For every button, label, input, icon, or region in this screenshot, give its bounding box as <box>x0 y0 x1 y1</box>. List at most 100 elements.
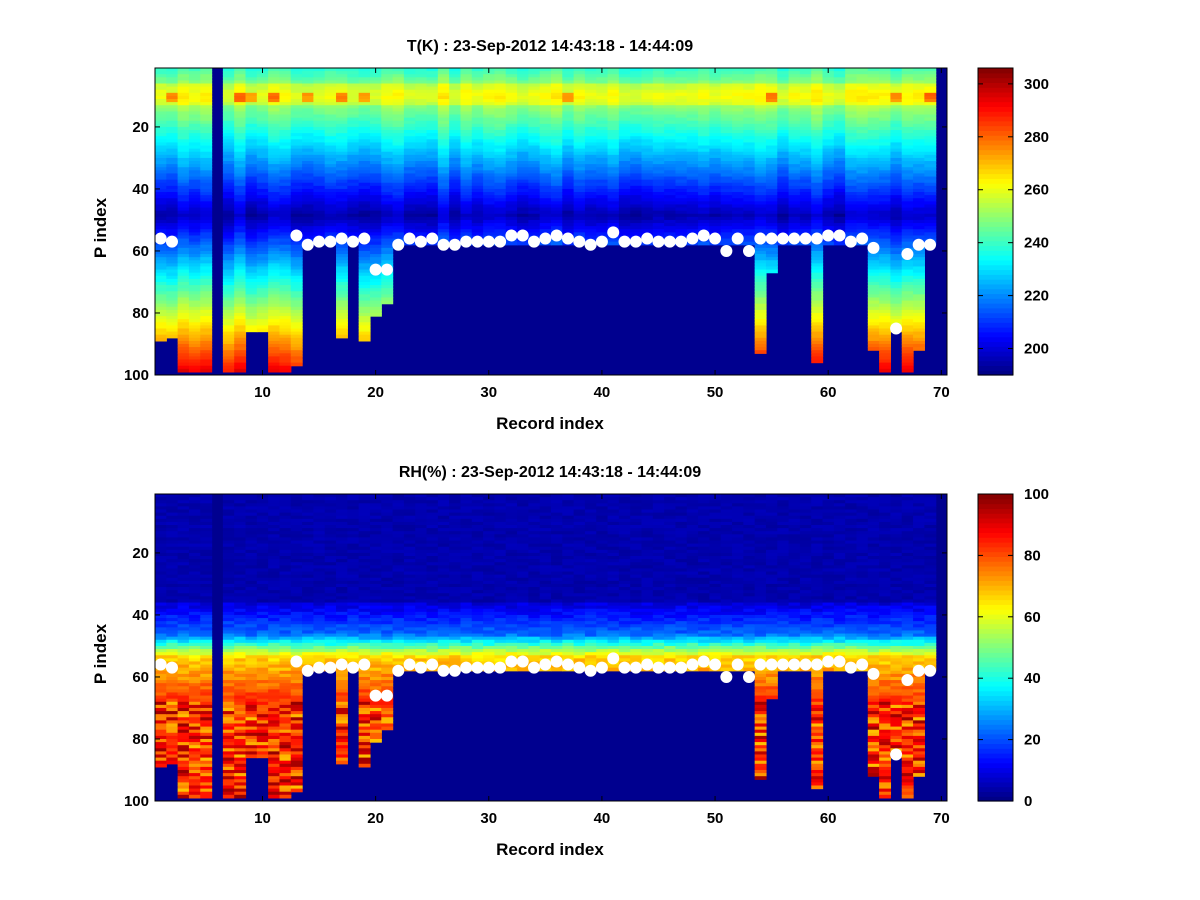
heatmap-cell <box>256 161 269 165</box>
heatmap-cell <box>584 204 597 209</box>
heatmap-cell <box>596 99 609 103</box>
heatmap-cell <box>426 130 439 134</box>
heatmap-cell <box>765 77 778 81</box>
heatmap-cell <box>483 210 496 215</box>
heatmap-cell <box>302 126 314 131</box>
heatmap-cell <box>155 763 167 768</box>
marker-point <box>290 229 303 242</box>
heatmap-cell <box>720 201 733 206</box>
heatmap-cell <box>279 71 292 75</box>
heatmap-cell <box>596 80 609 85</box>
heatmap-cell <box>607 198 620 202</box>
heatmap-cell <box>279 325 292 330</box>
heatmap-cell <box>867 288 880 292</box>
heatmap-cell <box>777 145 790 150</box>
heatmap-cell <box>415 117 428 122</box>
heatmap-cell <box>777 157 790 162</box>
heatmap-cell <box>754 108 767 113</box>
heatmap-cell <box>720 139 733 144</box>
heatmap-cell <box>573 86 586 91</box>
heatmap-cell <box>539 201 552 206</box>
heatmap-cell <box>449 161 462 165</box>
heatmap-cell <box>256 192 269 196</box>
heatmap-cell <box>856 99 869 103</box>
heatmap-cell <box>573 151 586 156</box>
heatmap-cell <box>811 278 824 283</box>
heatmap-cell <box>155 546 167 551</box>
heatmap-cell <box>551 92 563 97</box>
heatmap-cell <box>788 123 801 128</box>
heatmap-cell <box>483 151 496 156</box>
heatmap-cell <box>856 108 869 113</box>
heatmap-cell <box>777 126 790 131</box>
heatmap-cell <box>177 130 190 134</box>
heatmap-cell <box>245 275 258 280</box>
heatmap-cell <box>799 157 812 162</box>
heatmap-cell <box>426 142 439 147</box>
colorbar-tick-label: 220 <box>1024 288 1049 305</box>
heatmap-cell <box>347 136 360 140</box>
heatmap-cell <box>811 164 824 168</box>
heatmap-cell <box>890 269 903 274</box>
heatmap-cell <box>155 534 167 539</box>
heatmap-cell <box>811 291 824 295</box>
heatmap-cell <box>245 260 258 264</box>
heatmap-cell <box>890 173 903 178</box>
heatmap-cell <box>754 182 767 187</box>
heatmap-cell <box>630 117 643 122</box>
heatmap-cell <box>879 356 892 361</box>
heatmap-cell <box>336 312 348 317</box>
heatmap-cell <box>256 185 269 190</box>
heatmap-cell <box>698 226 710 230</box>
heatmap-cell <box>652 102 665 106</box>
marker-point <box>471 235 484 248</box>
heatmap-cell <box>256 123 269 128</box>
heatmap-cell <box>279 219 292 224</box>
heatmap-cell <box>403 130 416 134</box>
heatmap-cell <box>811 353 824 357</box>
heatmap-cell <box>313 95 326 100</box>
heatmap-cell <box>765 260 778 264</box>
heatmap-cell <box>222 316 235 320</box>
heatmap-cell <box>256 250 269 255</box>
heatmap-cell <box>279 185 292 190</box>
heatmap-cell <box>279 173 292 178</box>
heatmap-cell <box>392 77 405 81</box>
heatmap-cell <box>901 316 914 320</box>
heatmap-cell <box>494 213 507 218</box>
heatmap-cell <box>924 105 937 109</box>
heatmap-cell <box>743 207 756 212</box>
heatmap-cell <box>913 192 925 196</box>
heatmap-cell <box>867 86 880 91</box>
heatmap-cell <box>686 102 699 106</box>
heatmap-cell <box>901 266 914 271</box>
heatmap-cell <box>155 577 167 582</box>
heatmap-cell <box>924 80 937 85</box>
colorbar-segment <box>978 240 1013 247</box>
heatmap-cell <box>245 232 258 237</box>
heatmap-cell <box>698 111 710 116</box>
heatmap-cell <box>698 151 710 156</box>
heatmap-cell <box>222 145 235 150</box>
heatmap-cell <box>279 306 292 311</box>
heatmap-cell <box>754 145 767 150</box>
heatmap-cell <box>517 157 529 162</box>
heatmap-cell <box>166 568 179 573</box>
colorbar-segment <box>978 365 1013 371</box>
heatmap-cell <box>799 114 812 119</box>
heatmap-cell <box>245 126 258 131</box>
heatmap-cell <box>517 102 529 106</box>
heatmap-cell <box>573 95 586 100</box>
heatmap-cell <box>607 105 620 109</box>
heatmap-cell <box>222 353 235 357</box>
heatmap-cell <box>279 294 292 299</box>
heatmap-cell <box>709 170 722 175</box>
heatmap-cell <box>358 126 371 131</box>
heatmap-cell <box>166 552 179 557</box>
heatmap-cell <box>799 226 812 230</box>
heatmap-cell <box>777 114 790 119</box>
heatmap-cell <box>245 322 258 326</box>
heatmap-cell <box>584 198 597 202</box>
heatmap-cell <box>415 102 428 106</box>
heatmap-cell <box>200 192 213 196</box>
